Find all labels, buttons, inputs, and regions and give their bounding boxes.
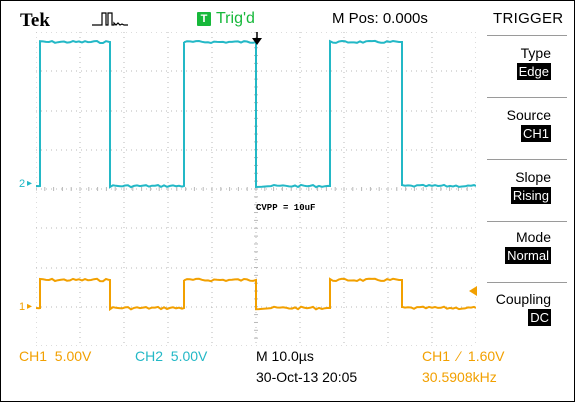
ch2-scale-readout: CH2 5.00V [135,348,208,364]
ch2-ground-arrow-icon: ▸ [27,178,33,189]
menu-separator [487,35,567,36]
menu-item-value: DC [528,309,551,326]
menu-item-type[interactable]: Type Edge [485,35,565,93]
ch1-scale-readout: CH1 5.00V [19,348,92,364]
brand-logo: Tek [20,10,50,31]
menu-item-value: Rising [510,187,551,204]
menu-item-coupling[interactable]: Coupling DC [485,281,565,339]
trigger-status-text: Trig'd [216,10,255,27]
menu-item-label: Type [520,45,551,61]
ch1-ground-marker: 1 [19,301,26,313]
menu-separator [487,159,567,160]
frequency-readout: 30.5908kHz [422,369,497,385]
menu-item-value: Edge [516,63,551,80]
ch2-ground-marker: 2 [19,178,26,190]
menu-item-label: Source [506,107,551,123]
menu-separator [487,97,567,98]
menu-separator [487,221,567,222]
trigger-position-arrow-icon [252,32,262,45]
trigger-status-badge: T [197,12,211,26]
timebase-readout: M 10.0µs [256,348,314,364]
menu-item-value: CH1 [520,125,551,142]
date-time-readout: 30-Oct-13 20:05 [256,369,358,385]
ch1-ground-arrow-icon: ▸ [27,301,33,312]
menu-item-label: Coupling [495,291,551,307]
menu-item-source[interactable]: Source CH1 [485,97,565,155]
menu-item-label: Slope [515,169,551,185]
menu-item-mode[interactable]: Mode Normal [485,219,565,277]
trigger-level-arrow-icon [469,286,477,296]
waveform-annotation: CVPP = 10uF [256,203,316,213]
menu-title: TRIGGER [493,10,564,27]
ch1-waveform [36,277,476,312]
menu-item-slope[interactable]: Slope Rising [485,159,565,217]
menu-separator [487,282,567,283]
ch2-waveform [36,39,476,189]
waveform-graticule [36,32,476,346]
menu-item-label: Mode [515,229,551,245]
menu-item-value: Normal [505,247,551,264]
trigger-level-readout: CH1 ∕ 1.60V [422,348,505,364]
waveform-display [36,32,476,346]
acquisition-waveform-icon [92,12,128,26]
horizontal-position-readout: M Pos: 0.000s [332,10,428,27]
